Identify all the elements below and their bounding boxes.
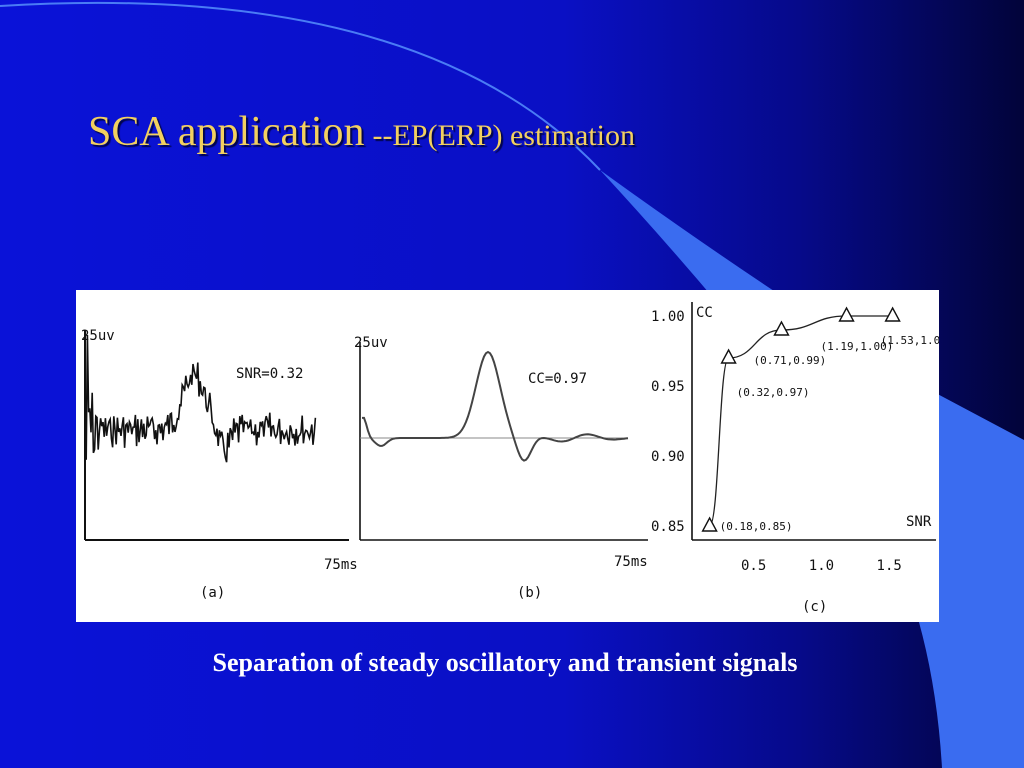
panel-a-annotation: SNR=0.32 <box>236 366 303 382</box>
panel-a-time-label: 75ms <box>324 557 358 573</box>
panel-c-xlabel: SNR <box>906 514 932 530</box>
panel-b: 25uv CC=0.97 75ms (b) <box>354 335 648 601</box>
panel-c-point-marker <box>838 306 855 322</box>
panel-c-point-marker <box>884 306 901 322</box>
panel-b-annotation: CC=0.97 <box>528 371 587 387</box>
panel-c-point-label: (0.32,0.97) <box>737 386 810 399</box>
panel-c-point-marker <box>773 320 790 336</box>
panel-c-xtick-label: 1.5 <box>877 558 902 574</box>
title-sub: --EP(ERP) estimation <box>372 119 635 152</box>
panel-c-ylabel: CC <box>696 305 713 321</box>
panel-c-point-marker <box>701 516 718 532</box>
figure-caption: Separation of steady oscillatory and tra… <box>212 648 798 677</box>
panel-c-ytick-label: 0.85 <box>651 519 685 535</box>
panel-c-point-label: (0.18,0.85) <box>720 520 793 533</box>
panel-c-ytick-label: 0.90 <box>651 449 685 465</box>
panel-a-waveform <box>84 334 317 463</box>
slide-title: SCA application --EP(ERP) estimation <box>88 108 635 156</box>
panel-b-time-label: 75ms <box>614 554 648 570</box>
panel-c-ytick-label: 1.00 <box>651 309 685 325</box>
panel-c: CC SNR (c) 1.00 0.95 0.90 0.85 0.5 1.0 1.5 (0… <box>651 302 939 615</box>
panel-c-curve <box>709 315 893 527</box>
panel-c-point-label: (0.71,0.99) <box>753 354 826 367</box>
panel-c-label: (c) <box>802 599 827 615</box>
panel-a-scale-label: 25uv <box>81 328 115 344</box>
panel-c-point-label: (1.53,1.00) <box>881 334 939 347</box>
panel-c-xtick-label: 1.0 <box>809 558 834 574</box>
panel-b-label: (b) <box>517 585 542 601</box>
panel-a-label: (a) <box>200 585 225 601</box>
panel-b-scale-label: 25uv <box>354 335 388 351</box>
panel-a: 25uv SNR=0.32 75ms (a) <box>81 328 358 601</box>
panel-c-point-marker <box>720 348 737 364</box>
panel-b-waveform <box>362 350 629 462</box>
light-arc <box>0 1 601 171</box>
title-main: SCA application <box>88 109 365 155</box>
panel-c-xtick-label: 0.5 <box>741 558 766 574</box>
panel-c-ytick-label: 0.95 <box>651 379 685 395</box>
panel-c-point-label: (1.19,1.00) <box>821 340 894 353</box>
figure: 25uv SNR=0.32 75ms (a) 25uv CC=0.97 75ms… <box>81 302 939 615</box>
figure-panel: 25uv SNR=0.32 75ms (a) 25uv CC=0.97 75ms… <box>76 290 939 622</box>
